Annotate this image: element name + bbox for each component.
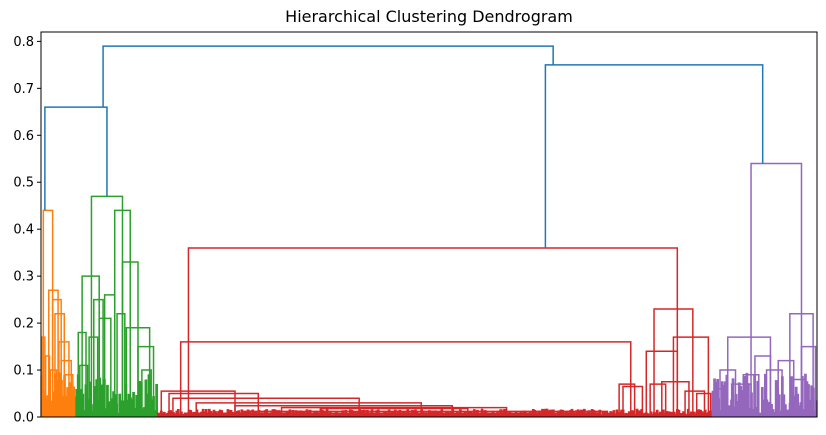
cluster-red-link <box>242 410 609 417</box>
link-left-group <box>44 106 108 211</box>
cluster-orange-link <box>49 369 58 417</box>
cluster-purple-link <box>715 388 725 417</box>
y-axis: 0.0 0.1 0.2 0.3 0.4 0.5 0.6 0.7 0.8 <box>13 35 41 426</box>
cluster-red-link <box>622 385 644 417</box>
cluster-red-link <box>672 336 710 417</box>
link-root <box>102 45 554 108</box>
cluster-purple-link <box>792 378 807 417</box>
cluster-purple-link <box>789 312 814 417</box>
cluster-orange-link <box>44 355 51 417</box>
cluster-red-link <box>280 406 508 417</box>
cluster-green-link <box>98 317 112 417</box>
cluster-green-link <box>137 345 155 417</box>
plot-frame <box>40 31 818 418</box>
chart-title: Hierarchical Clustering Dendrogram <box>285 7 573 26</box>
cluster-red-link <box>187 247 679 417</box>
cluster-red-link <box>183 412 601 417</box>
cluster-red-link <box>160 390 236 417</box>
cluster-red-link <box>179 341 632 417</box>
cluster-red-link <box>645 350 679 417</box>
cluster-purple-link <box>742 373 760 417</box>
cluster-green-leaf-link <box>155 384 158 417</box>
cluster-red-link <box>195 402 422 417</box>
cluster-orange-link <box>41 336 46 417</box>
cluster-purple-leaf-link <box>731 378 735 417</box>
y-tick-label: 0.3 <box>13 270 34 285</box>
cluster-purple-link <box>800 345 817 417</box>
cluster-red-leaf-link <box>176 409 180 417</box>
cluster-green-link <box>103 294 116 417</box>
cluster-green-link <box>88 336 99 417</box>
y-tick-label: 0.0 <box>13 411 34 426</box>
cluster-purple-link <box>765 369 783 417</box>
cluster-red-link <box>618 383 636 417</box>
y-tick-label: 0.6 <box>13 129 34 144</box>
cluster-green-link <box>141 369 152 417</box>
y-tick-label: 0.1 <box>13 364 34 379</box>
cluster-red-link <box>649 383 667 417</box>
cluster-green-link <box>116 312 126 417</box>
cluster-green-link <box>77 331 87 417</box>
y-tick-label: 0.2 <box>13 317 34 332</box>
cluster-purple-link <box>754 355 772 417</box>
cluster-green-link <box>121 261 139 417</box>
y-tick-label: 0.4 <box>13 223 34 238</box>
cluster-orange-link <box>48 289 59 417</box>
cluster-green-link <box>125 327 151 417</box>
cluster-purple-link <box>719 369 737 417</box>
y-tick-label: 0.5 <box>13 176 34 191</box>
cluster-green-leaf-link <box>132 391 135 417</box>
cluster-purple-link <box>730 383 752 417</box>
links-layer <box>40 45 818 417</box>
cluster-orange-link <box>58 341 70 417</box>
y-tick-label: 0.8 <box>13 35 34 50</box>
cluster-orange-link <box>51 298 62 417</box>
cluster-orange-link <box>54 312 66 417</box>
cluster-orange-link <box>63 373 74 417</box>
cluster-orange-link <box>60 359 73 417</box>
cluster-red-link <box>653 308 694 417</box>
cluster-green-link <box>93 298 104 417</box>
cluster-green-link <box>79 364 89 417</box>
cluster-red-link <box>684 390 706 417</box>
cluster-red-link <box>695 392 712 417</box>
cluster-red-link <box>661 381 690 417</box>
link-right-group <box>544 64 764 248</box>
cluster-purple-link <box>750 162 803 417</box>
y-tick-label: 0.7 <box>13 82 34 97</box>
